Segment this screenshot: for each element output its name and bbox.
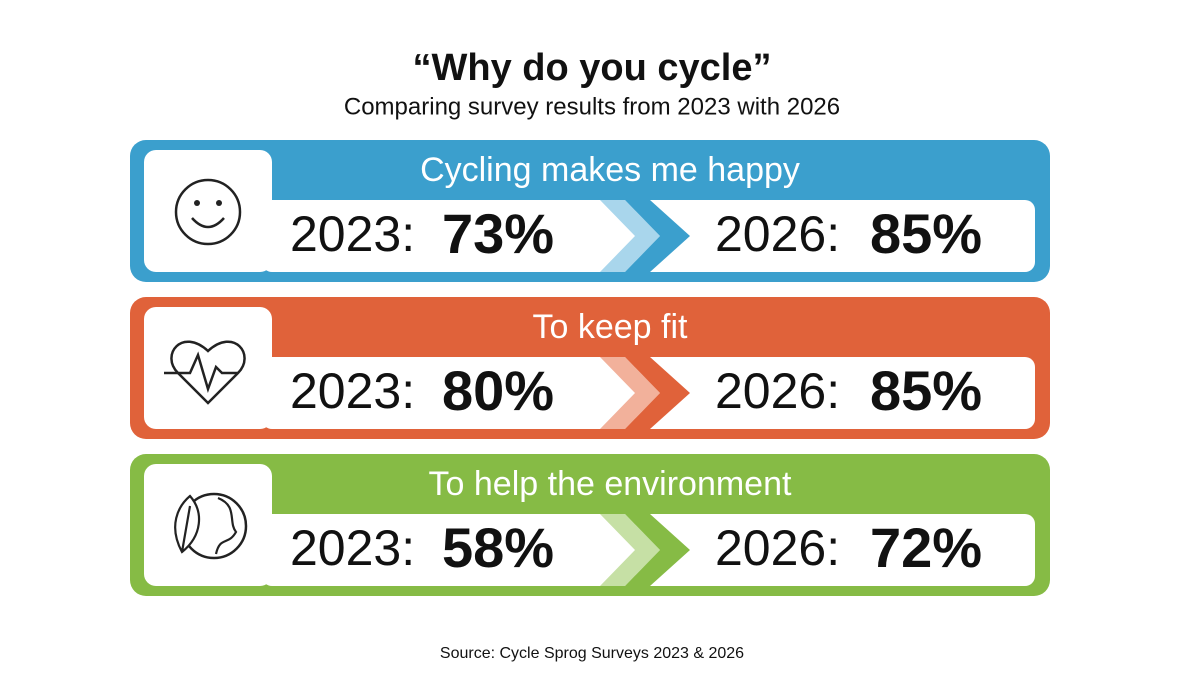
smiley-eye — [194, 200, 200, 206]
reason-card: To help the environment 2023: 58% 2026: 72% — [130, 454, 1050, 596]
icon-box — [144, 150, 272, 272]
before-value: 73% — [442, 202, 554, 265]
before-value: 58% — [442, 516, 554, 579]
reason-label: To help the environment — [429, 465, 792, 503]
chevron — [625, 514, 690, 586]
before-year: 2023: — [290, 206, 415, 262]
icon-box — [144, 307, 272, 429]
before-year: 2023: — [290, 363, 415, 419]
chevron — [625, 357, 690, 429]
before-value: 80% — [442, 359, 554, 422]
after-year: 2026: — [715, 206, 840, 262]
smiley-face — [174, 178, 242, 246]
reason-label: Cycling makes me happy — [420, 151, 800, 189]
after-value: 85% — [870, 202, 982, 265]
reason-card: To keep fit 2023: 80% 2026: 85% — [130, 297, 1050, 439]
chevron — [625, 200, 690, 272]
heart-outline — [170, 340, 246, 405]
icon-box — [144, 464, 272, 586]
reason-label: To keep fit — [533, 308, 689, 346]
continent — [214, 496, 238, 555]
chevron-light — [600, 200, 660, 272]
after-year: 2026: — [715, 520, 840, 576]
after-value: 72% — [870, 516, 982, 579]
after-year: 2026: — [715, 363, 840, 419]
before-year: 2023: — [290, 520, 415, 576]
smiley-eye — [216, 200, 222, 206]
smiley-mouth — [191, 217, 225, 229]
leaf — [174, 494, 201, 554]
title: “Why do you cycle” — [413, 47, 772, 89]
subtitle: Comparing survey results from 2023 with … — [344, 93, 840, 120]
after-value: 85% — [870, 359, 982, 422]
source: Source: Cycle Sprog Surveys 2023 & 2026 — [440, 645, 744, 662]
heartbeat — [164, 351, 238, 394]
chevron-light — [600, 514, 660, 586]
chevron-light — [600, 357, 660, 429]
